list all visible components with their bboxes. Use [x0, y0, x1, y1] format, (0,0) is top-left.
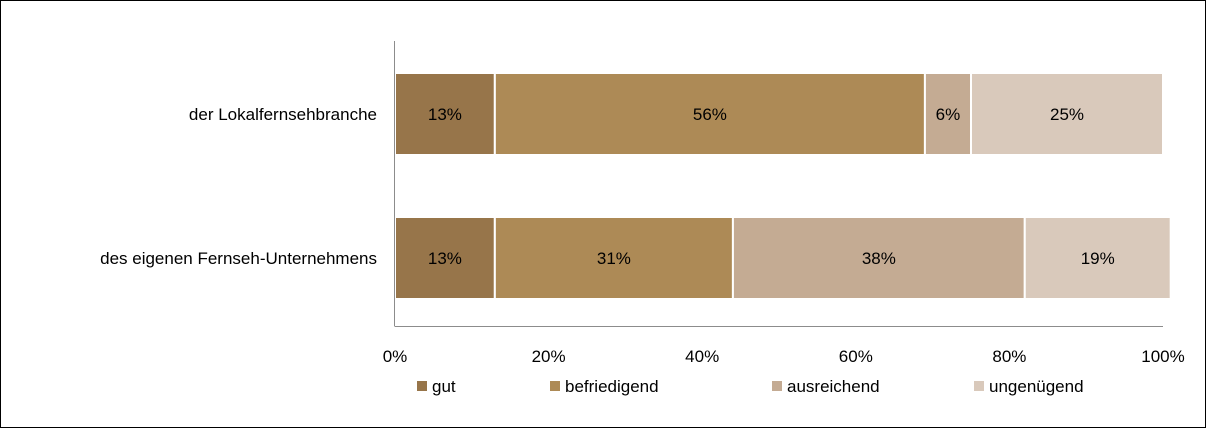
bar-segment-cat-2-series-4: [1023, 216, 1172, 300]
bar-segment-cat-1-series-3: [923, 72, 972, 156]
legend-label-1: gut: [432, 377, 456, 396]
data-label-cat-1-series-1: 13%: [428, 105, 462, 124]
x-tick-label-1: 0%: [383, 347, 408, 366]
legend-swatch-4: [974, 381, 984, 391]
bar-segment-cat-1-series-2: [493, 72, 926, 156]
x-tick-label-6: 100%: [1141, 347, 1184, 366]
data-label-cat-2-series-1: 13%: [428, 249, 462, 268]
legend-label-2: befriedigend: [565, 377, 659, 396]
bar-segment-cat-1-series-1: [394, 72, 496, 156]
bar-segment-cat-2-series-3: [731, 216, 1026, 300]
data-label-cat-2-series-3: 38%: [862, 249, 896, 268]
legend-label-3: ausreichend: [787, 377, 880, 396]
legend-label-4: ungenügend: [989, 377, 1084, 396]
data-label-cat-2-series-4: 19%: [1081, 249, 1115, 268]
data-label-cat-1-series-3: 6%: [936, 105, 961, 124]
x-tick-label-5: 80%: [992, 347, 1026, 366]
bar-segment-cat-2-series-1: [394, 216, 496, 300]
legend-swatch-3: [772, 381, 782, 391]
data-label-cat-2-series-2: 31%: [597, 249, 631, 268]
category-label-1: der Lokalfernsehbranche: [189, 105, 377, 124]
data-label-cat-1-series-2: 56%: [693, 105, 727, 124]
data-label-cat-1-series-4: 25%: [1050, 105, 1084, 124]
category-label-2: des eigenen Fernseh-Unternehmens: [100, 249, 377, 268]
x-tick-label-4: 60%: [839, 347, 873, 366]
legend-swatch-2: [550, 381, 560, 391]
legend-swatch-1: [417, 381, 427, 391]
x-tick-label-3: 40%: [685, 347, 719, 366]
bar-segment-cat-1-series-4: [970, 72, 1164, 156]
bar-segment-cat-2-series-2: [493, 216, 734, 300]
x-tick-label-2: 20%: [532, 347, 566, 366]
